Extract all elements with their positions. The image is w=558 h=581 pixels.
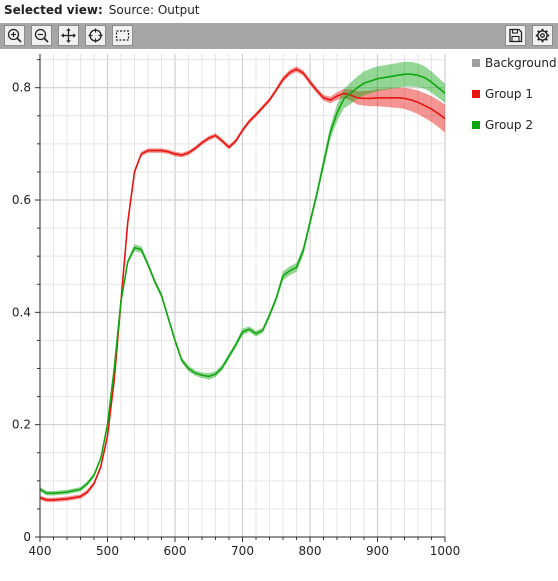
selected-view-header: Selected view: Source: Output: [4, 2, 200, 20]
legend-label-group-2: Group 2: [485, 118, 533, 132]
legend-swatch-background: [472, 59, 480, 67]
pan-button[interactable]: [58, 25, 79, 46]
gear-icon: [535, 28, 550, 43]
x-tick-label: 800: [299, 544, 322, 558]
select-rect-icon: [115, 30, 130, 41]
plot-toolbar: [0, 23, 558, 49]
x-tick-label: 500: [96, 544, 119, 558]
legend: Background Group 1 Group 2: [468, 54, 557, 147]
crosshair-icon: [88, 28, 103, 43]
selected-view-label: Selected view:: [4, 3, 103, 17]
x-tick-label: 700: [231, 544, 254, 558]
x-tick-label: 600: [164, 544, 187, 558]
x-tick-label: 400: [29, 544, 52, 558]
legend-item-group-2[interactable]: Group 2: [468, 116, 557, 147]
zoom-in-icon: [7, 28, 22, 43]
legend-item-background[interactable]: Background: [468, 54, 557, 85]
save-icon: [509, 28, 523, 43]
x-tick-label: 1000: [430, 544, 461, 558]
legend-swatch-group-2: [472, 121, 480, 129]
legend-item-group-1[interactable]: Group 1: [468, 85, 557, 116]
spectrum-chart[interactable]: 400 500 600 700 800 900 1000 0 0.2 0.4 0.6 0.8: [0, 49, 558, 581]
legend-label-background: Background: [485, 56, 557, 70]
select-rect-button[interactable]: [112, 25, 133, 46]
y-tick-label: 0.4: [12, 305, 31, 319]
y-tick-label: 0.8: [12, 81, 31, 95]
grid: [39, 54, 446, 538]
y-tick-label: 0.6: [12, 193, 31, 207]
y-tick-label: 0.2: [12, 418, 31, 432]
group-2-line[interactable]: [39, 73, 446, 494]
zoom-out-icon: [34, 28, 49, 43]
y-tick-label: 0: [23, 530, 31, 544]
source-label: Source: Output: [108, 3, 200, 17]
legend-label-group-1: Group 1: [485, 87, 533, 101]
legend-swatch-group-1: [472, 90, 480, 98]
zoom-in-button[interactable]: [4, 25, 25, 46]
x-tick-label: 900: [366, 544, 389, 558]
save-button[interactable]: [505, 25, 526, 46]
zoom-out-button[interactable]: [31, 25, 52, 46]
crosshair-button[interactable]: [85, 25, 106, 46]
pan-icon: [61, 28, 76, 43]
settings-button[interactable]: [532, 25, 553, 46]
